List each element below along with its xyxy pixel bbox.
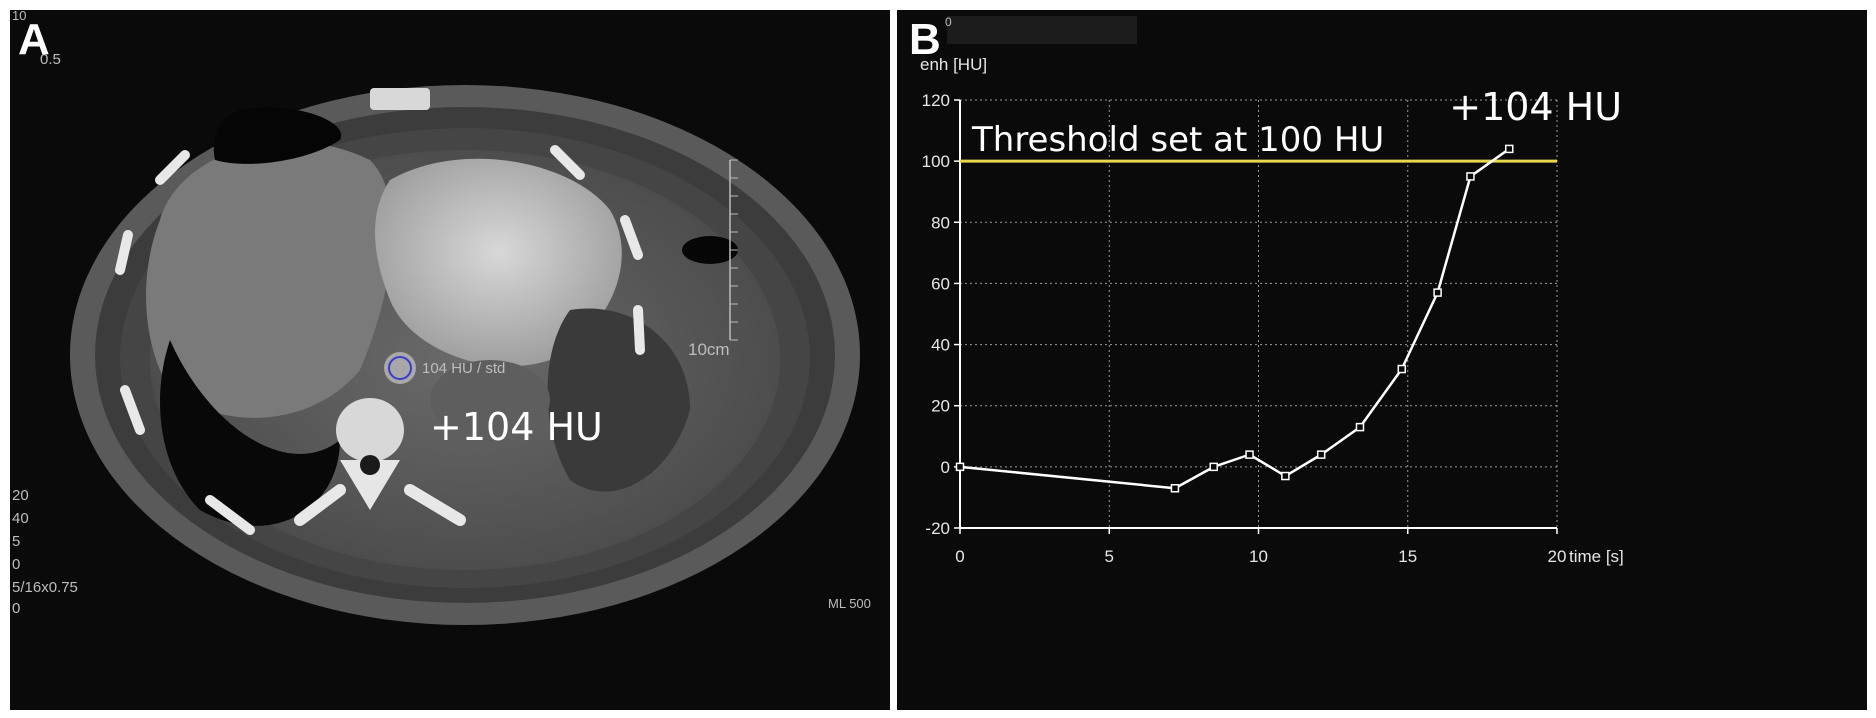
data-point bbox=[1316, 450, 1326, 459]
x-tick-label: 10 bbox=[1249, 547, 1268, 566]
corner-bottom-line-1: 20 bbox=[12, 487, 29, 504]
data-point bbox=[1245, 450, 1254, 459]
grid bbox=[960, 99, 1558, 528]
y-tick-label: 60 bbox=[931, 274, 950, 293]
panel-a-letter: A bbox=[18, 15, 50, 64]
header-bar bbox=[947, 16, 1137, 44]
y-tick-label: 0 bbox=[941, 458, 950, 477]
x-axis-label: time [s] bbox=[1569, 547, 1624, 566]
axes: -20 0 20 40 60 80 100 120 0 5 10 15 20 bbox=[922, 91, 1567, 566]
y-tick-label: 80 bbox=[931, 213, 950, 232]
data-point bbox=[1281, 471, 1290, 481]
scale-label: 10cm bbox=[688, 340, 730, 359]
peak-annotation: +104 HU bbox=[1449, 85, 1622, 129]
x-tick-label: 5 bbox=[1105, 547, 1114, 566]
ct-image-panel: 104 HU / std +104 HU 10cm 10 0.5 20 40 5… bbox=[10, 10, 890, 710]
x-tick-label: 15 bbox=[1398, 547, 1417, 566]
ct-scan-image: 104 HU / std +104 HU 10cm 10 0.5 20 40 5… bbox=[12, 10, 871, 625]
window-level-label: ML 500 bbox=[828, 596, 871, 611]
roi-circle bbox=[388, 356, 412, 380]
corner-bottom-line-3: 5 bbox=[12, 533, 20, 550]
data-point bbox=[1504, 144, 1514, 154]
liver bbox=[146, 142, 393, 418]
corner-bottom-line-6: 0 bbox=[12, 600, 20, 617]
header-digit: 0 bbox=[945, 15, 952, 29]
enhancement-curve bbox=[959, 147, 1510, 490]
data-point bbox=[1397, 364, 1407, 374]
y-tick-label: 20 bbox=[931, 397, 950, 416]
data-point bbox=[1433, 288, 1442, 297]
air-pocket bbox=[213, 107, 342, 164]
corner-top-line-2: 0.5 bbox=[40, 51, 61, 68]
enhancement-chart-panel: 0 -20 0 20 40 60 80 100 120 0 5 10 15 20 enh [HU] ti… bbox=[897, 10, 1867, 710]
corner-bottom-line-2: 40 bbox=[12, 510, 29, 527]
y-axis-label: enh [HU] bbox=[920, 55, 987, 74]
corner-bottom-line-4: 0 bbox=[12, 556, 20, 573]
heart bbox=[375, 158, 622, 367]
y-tick-label: 40 bbox=[931, 336, 950, 355]
data-point bbox=[1355, 422, 1365, 432]
x-tick-label: 20 bbox=[1548, 547, 1567, 566]
data-point bbox=[1209, 462, 1218, 472]
vertebral-body bbox=[336, 398, 404, 462]
roi-label: 104 HU / std bbox=[422, 360, 505, 377]
enhancement-label: +104 HU bbox=[430, 405, 603, 449]
data-point bbox=[1466, 172, 1475, 181]
y-tick-label: 120 bbox=[922, 91, 950, 110]
left-lung-base bbox=[547, 308, 690, 492]
panel-b-letter: B bbox=[909, 15, 941, 64]
corner-top-line-1: 10 bbox=[12, 10, 26, 23]
corner-bottom-line-5: 5/16x0.75 bbox=[12, 579, 78, 596]
x-tick-label: 0 bbox=[955, 547, 964, 566]
series bbox=[955, 144, 1514, 493]
threshold-label: Threshold set at 100 HU bbox=[971, 120, 1384, 160]
enhancement-chart: 0 -20 0 20 40 60 80 100 120 0 5 10 15 20 enh [HU] ti… bbox=[920, 15, 1624, 566]
right-lung-base bbox=[160, 340, 340, 526]
data-point bbox=[1170, 484, 1180, 493]
data-point bbox=[955, 462, 965, 472]
y-tick-label: -20 bbox=[925, 519, 950, 538]
y-tick-label: 100 bbox=[922, 152, 950, 171]
